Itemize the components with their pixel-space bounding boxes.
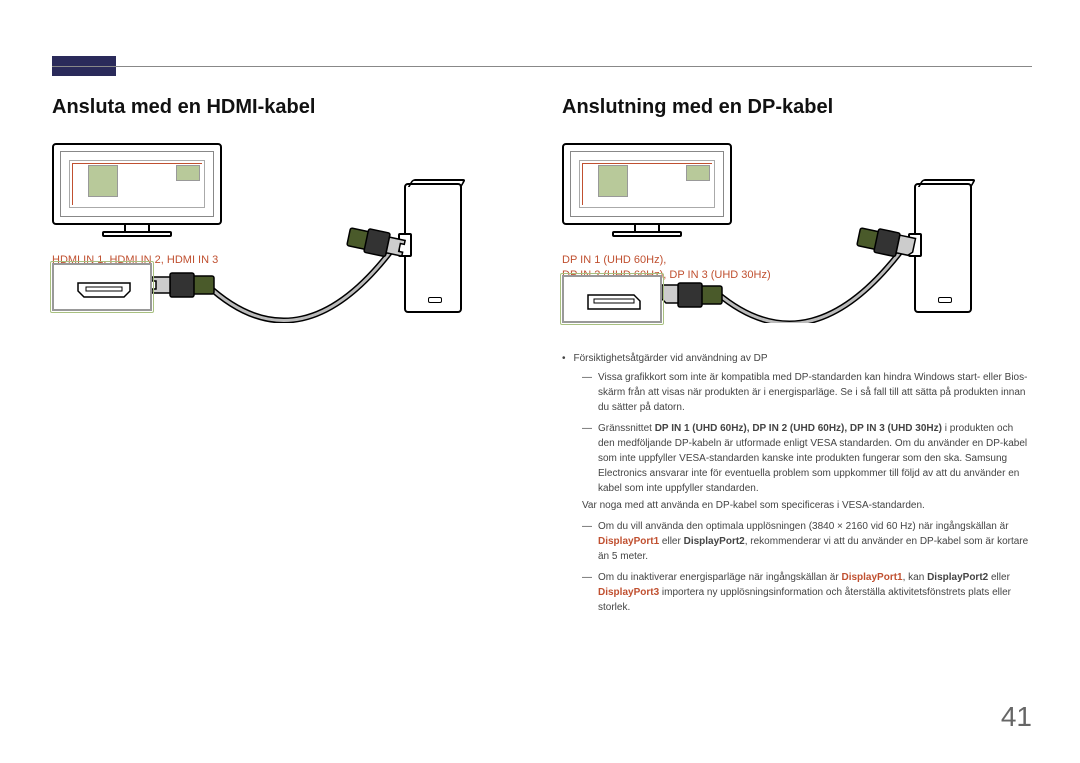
left-column: Ansluta med en HDMI-kabel — [52, 96, 522, 621]
dp-port-icon — [586, 293, 642, 311]
content-columns: Ansluta med en HDMI-kabel — [52, 96, 1032, 621]
dash-4-text: Om du inaktiverar energisparläge när ing… — [598, 570, 1032, 615]
dash-icon: ― — [582, 570, 592, 615]
monitor-illustration-r — [562, 143, 732, 238]
hdmi-port-box — [52, 263, 152, 311]
dp-notes: • Försiktighetsåtgärder vid användning a… — [562, 351, 1032, 615]
right-heading: Anslutning med en DP-kabel — [562, 96, 1032, 119]
dp-diagram: DP IN 1 (UHD 60Hz), DP IN 2 (UHD 60Hz), … — [562, 143, 982, 323]
hdmi-port-icon — [76, 281, 132, 299]
right-column: Anslutning med en DP-kabel — [562, 96, 1032, 621]
bullet-icon: • — [562, 351, 566, 366]
hdmi-diagram: HDMI IN 1, HDMI IN 2, HDMI IN 3 — [52, 143, 472, 323]
dash-2-text: Gränssnittet DP IN 1 (UHD 60Hz), DP IN 2… — [598, 421, 1032, 513]
header-divider — [52, 66, 1032, 67]
dash-3-text: Om du vill använda den optimala upplösni… — [598, 519, 1032, 564]
dp-port-box — [562, 275, 662, 323]
dash-icon: ― — [582, 370, 592, 415]
pc-illustration — [404, 183, 462, 313]
page-number: 41 — [1001, 701, 1032, 733]
bullet-title: Försiktighetsåtgärder vid användning av … — [574, 351, 768, 366]
pc-illustration-r — [914, 183, 972, 313]
dash-icon: ― — [582, 519, 592, 564]
dash-1-text: Vissa grafikkort som inte är kompatibla … — [598, 370, 1032, 415]
monitor-illustration — [52, 143, 222, 238]
left-heading: Ansluta med en HDMI-kabel — [52, 96, 522, 119]
